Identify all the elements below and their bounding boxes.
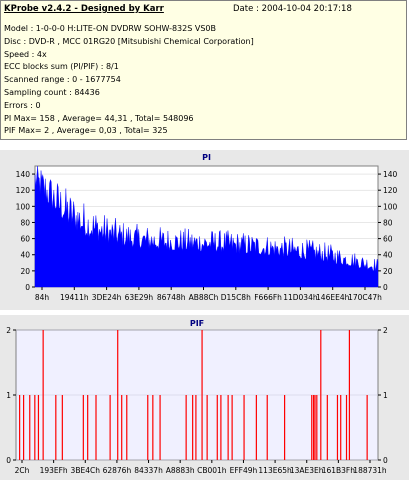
pif-y-tick-label-right: 0 <box>383 456 388 465</box>
pi-y-tick-label: 20 <box>20 267 30 276</box>
pi-x-tick-label: 170C47h <box>348 293 382 302</box>
pi-x-tick-label: 11D034h <box>283 293 318 302</box>
pi-x-tick-label: D15C8h <box>221 293 251 302</box>
pif-y-tick-label-right: 1 <box>383 391 388 400</box>
pi-y-tick-label: 120 <box>16 186 31 195</box>
pif-y-tick-label-right: 2 <box>383 326 388 335</box>
pif-y-tick-label: 2 <box>6 326 11 335</box>
info-errors: Errors : 0 <box>4 100 41 110</box>
pi-chart-title: PI <box>202 153 211 162</box>
pi-y-tick-label-right: 20 <box>383 267 393 276</box>
pif-x-tick-label: 3BE4Ch <box>71 466 101 475</box>
pi-x-tick-label: F666Fh <box>254 293 282 302</box>
pif-chart-panel: PIF 0 0 1 1 2 2 2Ch 193EFh 3BE4Ch 62876h 84337h A888… <box>0 315 409 480</box>
info-speed: Speed : 4x <box>4 49 47 59</box>
pi-y-tick-label: 100 <box>16 202 31 211</box>
info-pi-summary: PI Max= 158 , Average= 44,31 , Total= 54… <box>4 113 194 123</box>
pif-x-tick-label: 62876h <box>103 466 132 475</box>
pif-x-tick-label: EFF49h <box>230 466 258 475</box>
pi-y-tick-label-right: 80 <box>383 218 393 227</box>
pif-x-tick-label: 193EFh <box>40 466 68 475</box>
pi-chart: PI 0 0 20 20 40 40 60 60 80 80 100 100 120 120 140 140 84… <box>16 153 398 302</box>
pi-y-tick-label-right: 40 <box>383 251 393 260</box>
pi-series-area <box>34 165 379 288</box>
pi-y-tick-label: 60 <box>20 235 30 244</box>
info-panel: KProbe v2.4.2 - Designed by Karr Date : … <box>0 0 407 140</box>
pi-y-tick-label: 80 <box>20 218 30 227</box>
scan-date: Date : 2004-10-04 20:17:18 <box>233 4 352 14</box>
pi-y-tick-label-right: 60 <box>383 235 393 244</box>
info-scanned-range: Scanned range : 0 - 1677754 <box>4 75 121 85</box>
pi-y-tick-label-right: 120 <box>383 186 398 195</box>
pif-x-tick-label: 84337h <box>134 466 163 475</box>
info-disc: Disc : DVD-R , MCC 01RG20 [Mitsubishi Ch… <box>4 36 254 46</box>
info-pif-summary: PIF Max= 2 , Average= 0,03 , Total= 325 <box>4 126 168 136</box>
pi-x-tick-label: 63E29h <box>125 293 154 302</box>
pi-y-tick-label: 140 <box>16 170 31 179</box>
pi-chart-panel: PI 0 0 20 20 40 40 60 60 80 80 100 100 120 120 140 140 84… <box>0 150 409 310</box>
pif-x-tick-label: 161B3Fh <box>322 466 356 475</box>
pi-y-tick-label: 40 <box>20 251 30 260</box>
pi-x-tick-label: 86748h <box>157 293 186 302</box>
pif-x-tick-label: 188731h <box>353 466 387 475</box>
pi-y-tick-label-right: 140 <box>383 170 398 179</box>
pif-x-tick-label: CB001h <box>197 466 227 475</box>
pif-x-tick-label: A8883h <box>166 466 195 475</box>
info-ecc-blocks: ECC blocks sum (PI/PIF) : 8/1 <box>4 62 119 72</box>
pi-y-tick-label-right: 100 <box>383 202 398 211</box>
pi-x-tick-label: 19411h <box>60 293 89 302</box>
pi-x-tick-label: 84h <box>35 293 50 302</box>
info-lines: Model : 1-0-0-0 H:LITE-ON DVDRW SOHW-832… <box>4 23 254 138</box>
pi-y-tick-label: 0 <box>25 283 30 292</box>
info-sampling-count: Sampling count : 84436 <box>4 87 100 97</box>
pif-y-tick-label: 0 <box>6 456 11 465</box>
pif-y-tick-label: 1 <box>6 391 11 400</box>
pif-x-tick-label: 13AE3Eh <box>290 466 324 475</box>
pi-x-tick-label: 3DE24h <box>92 293 122 302</box>
app-title: KProbe v2.4.2 - Designed by Karr <box>4 4 164 14</box>
pi-x-tick-label: AB88Ch <box>189 293 219 302</box>
pif-chart-title: PIF <box>190 319 204 328</box>
pi-x-tick-label: 146EE4h <box>316 293 350 302</box>
pif-x-tick-label: 113E65h <box>258 466 292 475</box>
pif-chart: PIF 0 0 1 1 2 2 2Ch 193EFh 3BE4Ch 62876h 84337h A888… <box>6 319 388 475</box>
pif-x-tick-label: 2Ch <box>15 466 30 475</box>
info-model: Model : 1-0-0-0 H:LITE-ON DVDRW SOHW-832… <box>4 24 216 33</box>
pi-y-tick-label-right: 0 <box>383 283 388 292</box>
